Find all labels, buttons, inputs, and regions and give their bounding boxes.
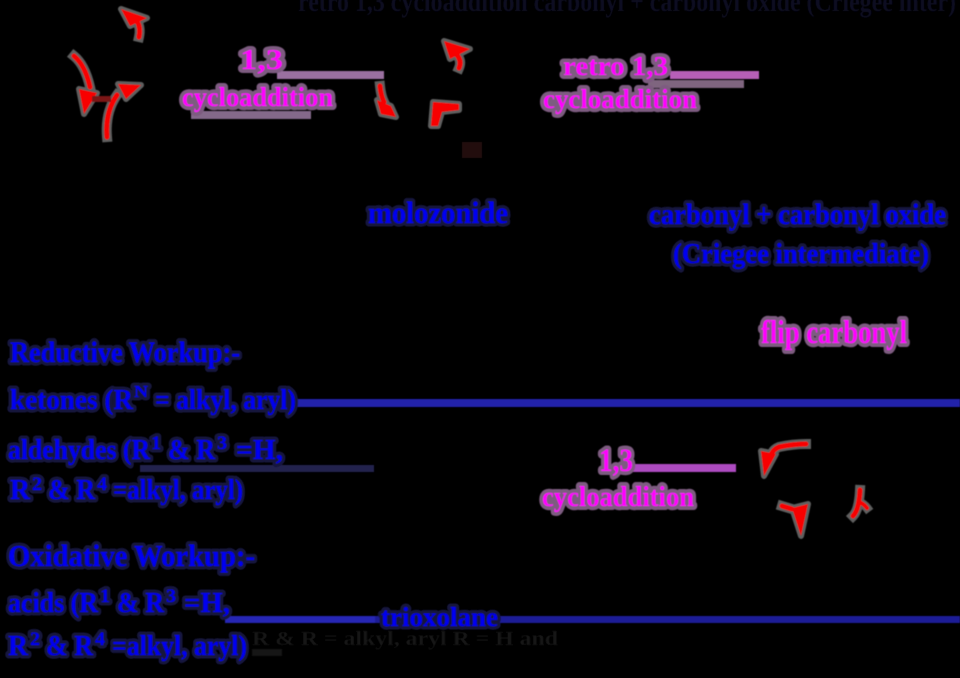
svg-text:cycloaddition: cycloaddition bbox=[542, 481, 694, 513]
svg-text:2: 2 bbox=[30, 629, 40, 650]
svg-text:Oxidative Workup:-: Oxidative Workup:- bbox=[8, 538, 255, 573]
svg-text:1,3: 1,3 bbox=[599, 443, 633, 479]
svg-text:= alkyl, aryl): = alkyl, aryl) bbox=[155, 385, 296, 416]
svg-text:1: 1 bbox=[151, 433, 161, 454]
svg-text:carbonyl + carbonyl oxide: carbonyl + carbonyl oxide bbox=[649, 198, 946, 231]
svg-text:cycloaddition: cycloaddition bbox=[182, 82, 333, 112]
svg-text:1: 1 bbox=[100, 586, 110, 607]
svg-text:=H,: =H, bbox=[184, 587, 230, 619]
svg-text:retro 1,3: retro 1,3 bbox=[563, 51, 668, 81]
svg-text:=alkyl, aryl): =alkyl, aryl) bbox=[113, 474, 243, 506]
svg-text:4: 4 bbox=[95, 629, 106, 650]
svg-text:flip carbonyl: flip carbonyl bbox=[761, 315, 907, 351]
svg-text:R: R bbox=[10, 474, 31, 506]
svg-text:acids (R: acids (R bbox=[8, 587, 99, 619]
svg-text:& R: & R bbox=[117, 587, 165, 619]
svg-text:3: 3 bbox=[217, 433, 227, 454]
svg-text:1,3: 1,3 bbox=[240, 44, 283, 76]
svg-text:R: R bbox=[8, 630, 29, 662]
svg-text:=alkyl, aryl): =alkyl, aryl) bbox=[112, 630, 247, 662]
svg-text:4: 4 bbox=[97, 474, 108, 495]
svg-text:retro 1,3 cycloaddition carbon: retro 1,3 cycloaddition carbonyl + carbo… bbox=[298, 0, 956, 18]
svg-text:cycloaddition: cycloaddition bbox=[543, 84, 697, 114]
svg-text:Reductive Workup:-: Reductive Workup:- bbox=[10, 336, 240, 369]
svg-text:2: 2 bbox=[32, 474, 42, 495]
svg-text:molozonide: molozonide bbox=[368, 195, 508, 230]
svg-text:N: N bbox=[134, 382, 149, 401]
svg-text:trioxolane: trioxolane bbox=[381, 602, 498, 632]
svg-text:aldehydes (R: aldehydes (R bbox=[8, 434, 151, 466]
svg-text:& R: & R bbox=[46, 630, 94, 662]
svg-text:& R: & R bbox=[168, 434, 216, 466]
svg-text:3: 3 bbox=[166, 586, 176, 607]
svg-text:& R: & R bbox=[48, 474, 96, 506]
svg-text:=H,: =H, bbox=[236, 434, 283, 466]
svg-text:(Criegee intermediate): (Criegee intermediate) bbox=[673, 238, 929, 270]
svg-text:ketones (R: ketones (R bbox=[10, 385, 134, 416]
svg-text:R & R = alkyl, aryl R = H a: R & R = alkyl, aryl R = H and bbox=[252, 628, 558, 650]
